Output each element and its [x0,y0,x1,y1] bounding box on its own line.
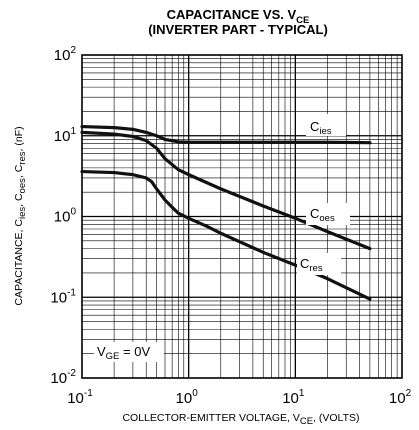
series-label-oes: Coes [306,203,350,225]
title-main: CAPACITANCE VS. V [167,7,297,22]
y-tick-label: 101 [54,126,77,145]
x-tick-label: 10-1 [67,388,93,407]
y-tick-label: 102 [54,45,77,64]
y-tick-base: 10 [50,370,67,387]
y-tick-base: 10 [54,47,71,64]
x-axis-label-main: COLLECTOR-EMITTER VOLTAGE, V [122,412,299,424]
series-res-main: C [300,256,309,271]
series-ies-main: C [310,119,319,134]
x-tick-base: 10 [67,390,84,407]
y-tick-base: 10 [54,209,71,226]
x-tick-exp: 0 [192,388,198,399]
x-axis-label-suffix: , (VOLTS) [313,412,359,424]
x-tick-label: 102 [389,388,412,407]
series-line-oes [82,132,370,248]
x-axis-label: COLLECTOR-EMITTER VOLTAGE, VCE, (VOLTS) [122,412,359,427]
y-tick-exp: -1 [67,287,76,298]
vge-suffix: = 0V [119,344,150,359]
y-tick-label: 100 [54,207,77,226]
vge-annotation: VGE = 0V [94,342,164,362]
vge-main: V [97,344,106,359]
series-res-sub: res [309,263,322,274]
grid [82,55,402,378]
y-axis-label-s3: res [17,151,28,164]
y-axis-label-p3: , C [13,164,25,178]
y-tick-exp: 2 [70,45,76,56]
series-label-ies: Cies [306,114,346,137]
y-axis-label: CAPACITANCE, Cies, Coes, Cres, (nF) [13,126,28,305]
y-axis-label-p1: CAPACITANCE, C [13,219,25,306]
series-oes-main: C [310,206,319,221]
x-tick-labels: 10-1 100 101 102 [67,388,411,407]
vge-sub: GE [106,351,120,362]
y-tick-exp: 0 [70,207,76,218]
y-tick-base: 10 [50,289,67,306]
y-tick-exp: -2 [67,368,76,379]
x-tick-label: 100 [176,388,199,407]
y-axis-label-p4: , (nF) [13,126,25,151]
chart-title-line2: (INVERTER PART - TYPICAL) [148,22,328,37]
series-ies-sub: ies [319,126,331,137]
x-tick-exp: 2 [406,388,412,399]
x-tick-base: 10 [176,390,193,407]
y-tick-label: 10-1 [50,287,76,306]
series-oes-sub: oes [319,213,335,224]
x-tick-label: 101 [282,388,305,407]
series-label-res: Cres [297,253,341,275]
y-axis-label-p2: , C [13,193,25,207]
y-tick-exp: 1 [70,126,76,137]
x-axis-label-sub: CE [300,416,313,427]
y-axis-label-s2: oes [17,178,28,194]
x-tick-base: 10 [389,390,406,407]
x-tick-exp: -1 [84,388,93,399]
y-axis-label-s1: ies [17,207,28,219]
x-tick-base: 10 [282,390,299,407]
y-tick-label: 10-2 [50,368,76,387]
y-tick-base: 10 [54,128,71,145]
x-tick-exp: 1 [299,388,305,399]
